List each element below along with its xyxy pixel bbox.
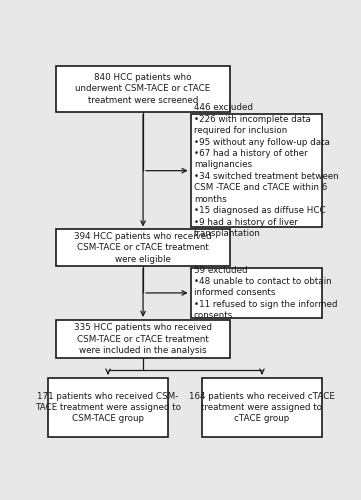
Text: 171 patients who received CSM-
TACE treatment were assigned to
CSM-TACE group: 171 patients who received CSM- TACE trea… (35, 392, 181, 424)
Bar (56, 66, 230, 112)
Text: 394 HCC patients who received
CSM-TACE or cTACE treatment
were eligible: 394 HCC patients who received CSM-TACE o… (74, 232, 212, 264)
Bar (191, 268, 322, 318)
Text: 446 excluded
•226 with incomplete data
required for inclusion
•95 without any fo: 446 excluded •226 with incomplete data r… (194, 103, 339, 238)
Bar (56, 320, 230, 358)
Text: 164 patients who received cTACE
treatment were assigned to
cTACE group: 164 patients who received cTACE treatmen… (189, 392, 335, 424)
Bar (48, 378, 168, 438)
Text: 59 excluded
•48 unable to contact to obtain
informed consents
•11 refused to sig: 59 excluded •48 unable to contact to obt… (194, 266, 338, 320)
Text: 335 HCC patients who received
CSM-TACE or cTACE treatment
were included in the a: 335 HCC patients who received CSM-TACE o… (74, 323, 212, 355)
Bar (56, 230, 230, 266)
Text: 840 HCC patients who
underwent CSM-TACE or cTACE
treatment were screened: 840 HCC patients who underwent CSM-TACE … (75, 73, 211, 105)
Bar (202, 378, 322, 438)
Bar (191, 114, 322, 228)
